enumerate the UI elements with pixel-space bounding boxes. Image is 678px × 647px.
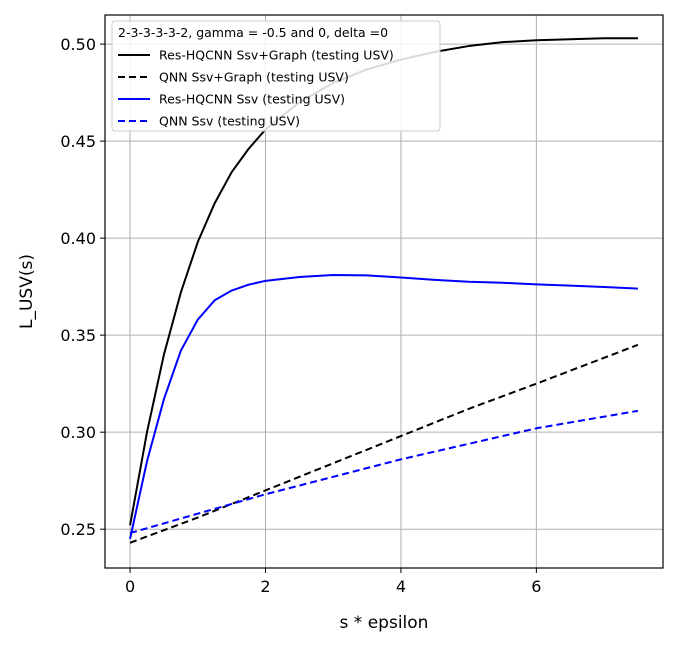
y-tick-label: 0.40 — [60, 229, 96, 248]
y-tick-label: 0.25 — [60, 520, 96, 539]
series-line — [129, 409, 639, 535]
legend-label: QNN Ssv+Graph (testing USV) — [159, 70, 349, 85]
y-tick-label: 0.45 — [60, 132, 96, 151]
legend-items: Res-HQCNN Ssv+Graph (testing USV) QNN Ssv… — [118, 48, 394, 129]
axis-ticks: 0 2 4 6 0.25 0.30 0.35 0.40 0.45 0.50 — [60, 35, 541, 596]
x-tick-label: 2 — [260, 577, 270, 596]
legend-label: QNN Ssv (testing USV) — [159, 114, 300, 129]
plot-frame — [104, 14, 664, 569]
y-tick-label: 0.30 — [60, 423, 96, 442]
legend: 2-3-3-3-3-2, gamma = -0.5 and 0, delta =… — [111, 20, 441, 132]
x-tick-label: 6 — [531, 577, 541, 596]
y-tick-label: 0.50 — [60, 35, 96, 54]
y-axis-label: L_USV(s) — [17, 254, 37, 329]
x-tick-label: 4 — [396, 577, 406, 596]
legend-box — [111, 20, 441, 132]
legend-label: Res-HQCNN Ssv (testing USV) — [159, 92, 345, 107]
x-tick-label: 0 — [125, 577, 135, 596]
y-tick-label: 0.35 — [60, 326, 96, 345]
series-line — [129, 274, 638, 540]
legend-title: 2-3-3-3-3-2, gamma = -0.5 and 0, delta =… — [118, 25, 388, 40]
x-axis-label: s * epsilon — [340, 613, 429, 633]
series-line — [129, 343, 639, 544]
legend-label: Res-HQCNN Ssv+Graph (testing USV) — [159, 48, 394, 63]
